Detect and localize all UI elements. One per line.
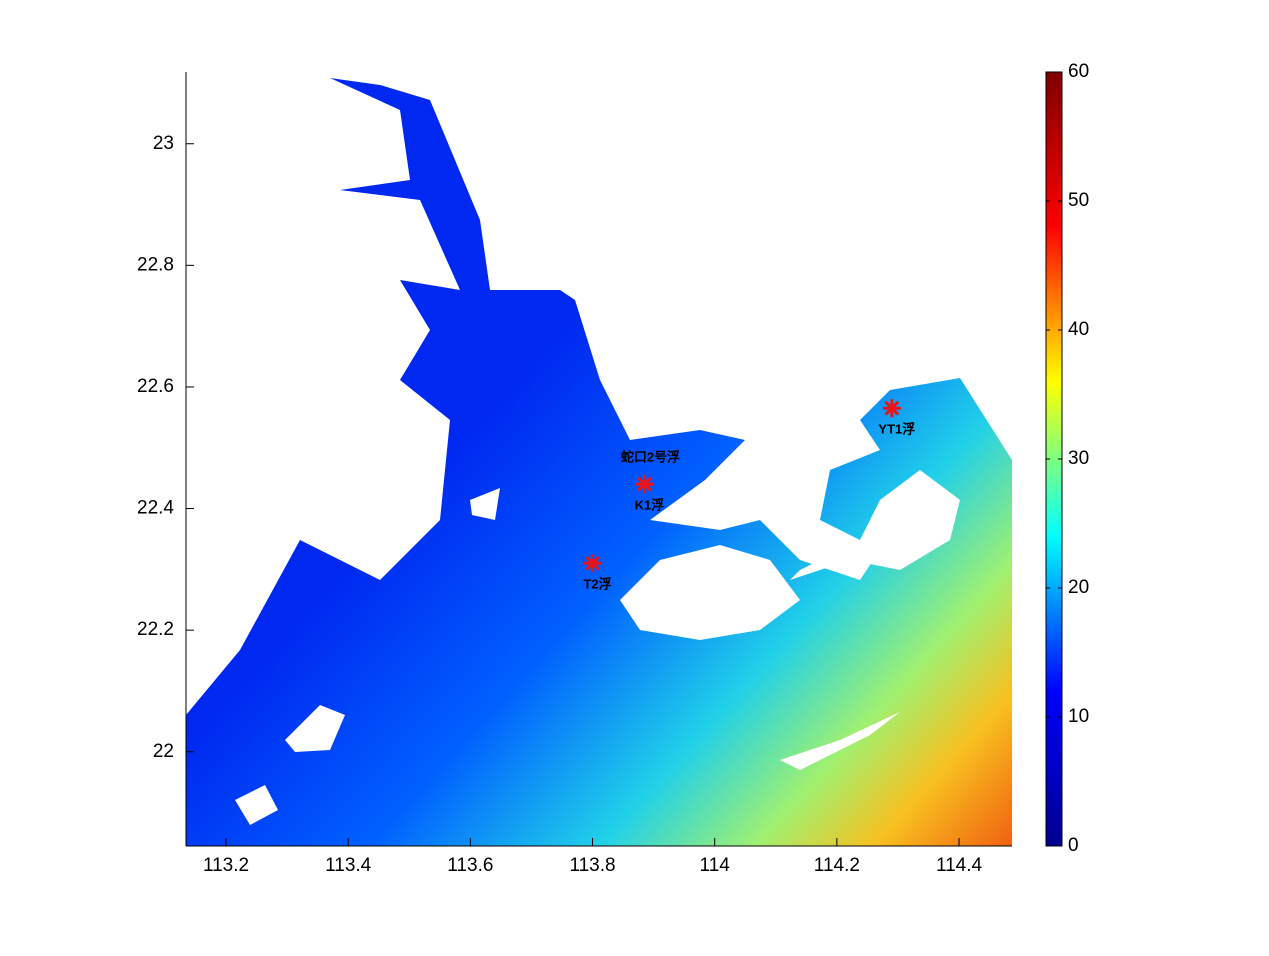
colorbar-tick-label: 20 bbox=[1068, 577, 1089, 598]
y-tick-label: 22.6 bbox=[137, 376, 174, 397]
x-tick-label: 114.4 bbox=[936, 855, 983, 876]
x-tick-label: 113.2 bbox=[203, 855, 249, 876]
depth-map bbox=[186, 78, 1012, 846]
marker-stroke bbox=[637, 476, 652, 492]
colorbar-tick-label: 50 bbox=[1068, 190, 1089, 211]
station-label: YT1浮 bbox=[878, 422, 915, 437]
station-label: K1浮 bbox=[635, 498, 665, 513]
y-tick-label: 22 bbox=[153, 741, 174, 762]
y-tick-label: 23 bbox=[153, 133, 174, 154]
station-label: 蛇口2号浮 bbox=[621, 450, 680, 465]
marker-stroke bbox=[884, 400, 900, 416]
colorbar-tick-label: 30 bbox=[1068, 448, 1089, 469]
x-tick-label: 114 bbox=[700, 855, 731, 876]
x-tick-label: 113.8 bbox=[569, 855, 615, 876]
station-marker bbox=[583, 554, 602, 573]
marker-stroke bbox=[585, 555, 600, 571]
y-tick-label: 22.4 bbox=[137, 498, 174, 519]
x-tick-label: 113.4 bbox=[325, 855, 372, 876]
y-tick-label: 22.2 bbox=[137, 619, 174, 640]
islands bbox=[235, 470, 960, 825]
colorbar-tick-label: 60 bbox=[1068, 61, 1089, 82]
colorbar-tick-label: 40 bbox=[1068, 319, 1089, 340]
y-tick-label: 22.8 bbox=[137, 254, 174, 275]
x-tick-label: 113.6 bbox=[447, 855, 493, 876]
colorbar-tick-label: 0 bbox=[1068, 835, 1079, 856]
water bbox=[186, 78, 1012, 846]
x-tick-label: 114.2 bbox=[814, 855, 860, 876]
station-marker bbox=[635, 475, 654, 494]
colorbar-tick-label: 10 bbox=[1068, 706, 1089, 727]
station-marker bbox=[882, 399, 901, 418]
station-label: T2浮 bbox=[583, 577, 611, 592]
